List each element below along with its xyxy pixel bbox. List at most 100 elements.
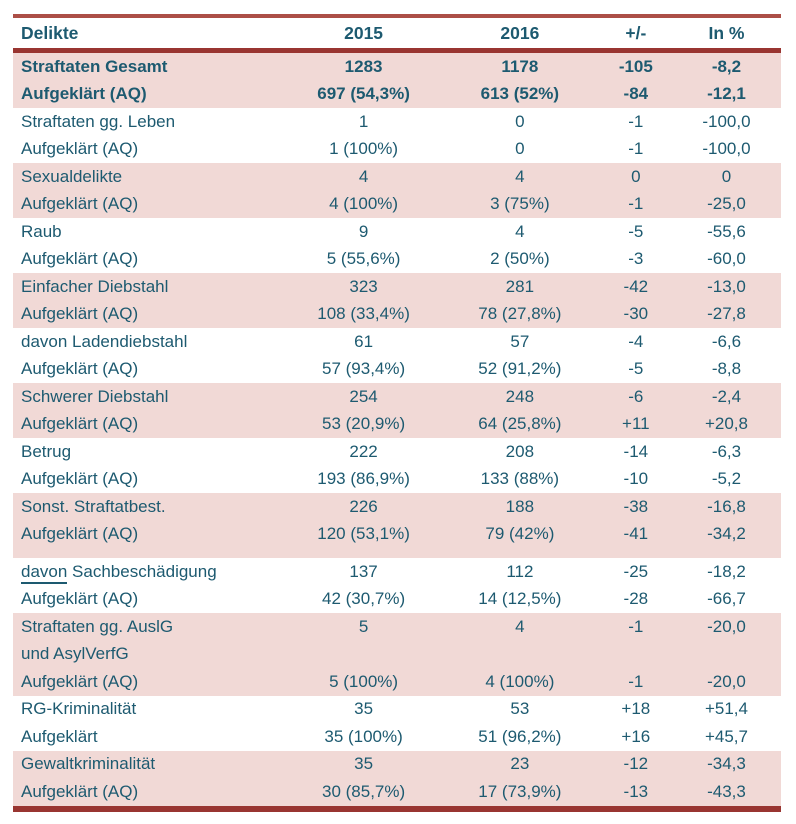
cell-percent: -100,0 <box>702 139 751 159</box>
cell-2016: 64 (25,8%) <box>478 414 562 434</box>
table-row: Schwerer Diebstahl 254 248 -6 -2,4 <box>13 383 781 411</box>
table-row: Aufgeklärt (AQ) 53 (20,9%) 64 (25,8%) +11 +2… <box>13 410 781 438</box>
cell-delikt: Betrug <box>21 441 72 461</box>
cell-percent: -34,2 <box>707 524 746 544</box>
table-row: Gewaltkriminalität 35 23 -12 -34,3 <box>13 750 781 778</box>
cell-percent: -6,3 <box>711 441 742 461</box>
cell-2016: 23 <box>510 754 530 774</box>
table-row: Einfacher Diebstahl 323 281 -42 -13,0 <box>13 273 781 301</box>
cell-2015: 323 <box>349 276 378 296</box>
cell-delikt: Aufgeklärt (AQ) <box>21 524 139 544</box>
cell-diff: -38 <box>623 496 649 516</box>
cell-2015: 53 (20,9%) <box>322 414 406 434</box>
table-row: und AsylVerfG <box>13 640 781 669</box>
cell-delikt: Aufgeklärt (AQ) <box>21 414 139 434</box>
cell-percent: -43,3 <box>707 781 746 801</box>
cell-2016: 1178 <box>501 56 539 76</box>
cell-diff: -84 <box>623 84 649 104</box>
cell-2015: 193 (86,9%) <box>317 469 410 489</box>
cell-delikt: Raub <box>21 221 62 241</box>
cell-diff: -1 <box>628 194 644 214</box>
cell-percent: -34,3 <box>707 754 746 774</box>
cell-2015: 1 (100%) <box>329 139 399 159</box>
cell-2016 <box>440 641 600 669</box>
cell-delikt: Aufgeklärt <box>21 726 98 746</box>
header-diff: +/- <box>599 16 672 53</box>
cell-2016: 0 <box>515 139 525 159</box>
cell-2015: 9 <box>358 221 369 241</box>
cell-2015: 1283 <box>344 56 383 76</box>
cell-diff: -5 <box>628 221 644 241</box>
cell-diff: +11 <box>622 414 650 434</box>
table-row: Aufgeklärt (AQ) 1 (100%) 0 -1 -100,0 <box>13 135 781 163</box>
table-row: davon Sachbeschädigung 137 112 -25 -18,2 <box>13 558 781 586</box>
cell-2016: 4 <box>515 221 525 241</box>
table-row: Sonst. Straftatbest. 226 188 -38 -16,8 <box>13 493 781 521</box>
cell-delikt: Aufgeklärt (AQ) <box>21 469 139 489</box>
cell-2015: 1 <box>358 111 369 131</box>
cell-diff: -1 <box>628 616 644 636</box>
cell-percent: -60,0 <box>707 249 746 269</box>
table-row: Aufgeklärt (AQ) 697 (54,3%) 613 (52%) -84 -1… <box>13 80 781 108</box>
cell-2015: 4 <box>358 166 369 186</box>
cell-2015: 254 <box>349 386 378 406</box>
cell-2016: 3 (75%) <box>490 194 550 214</box>
crime-statistics-table: Delikte 2015 2016 +/- In % Straftaten Ge… <box>13 14 781 812</box>
cell-percent: +51,4 <box>704 699 748 719</box>
cell-2015: 4 (100%) <box>329 194 399 214</box>
cell-delikt: Aufgeklärt (AQ) <box>21 304 139 324</box>
table-body: Straftaten Gesamt 1283 1178 -105 -8,2 Aufgekl… <box>13 50 781 809</box>
cell-percent: -66,7 <box>707 589 746 609</box>
cell-diff: -5 <box>628 359 644 379</box>
table-row: Aufgeklärt (AQ) 4 (100%) 3 (75%) -1 -25,0 <box>13 190 781 218</box>
cell-2016: 133 (88%) <box>480 469 560 489</box>
cell-2016: 0 <box>515 111 525 131</box>
table-row: Raub 9 4 -5 -55,6 <box>13 218 781 246</box>
cell-diff: +16 <box>621 726 651 746</box>
cell-2016: 79 (42%) <box>485 524 555 544</box>
cell-2015: 57 (93,4%) <box>322 359 406 379</box>
table-row: Aufgeklärt (AQ) 120 (53,1%) 79 (42%) -41 -34… <box>13 520 781 558</box>
cell-diff: -42 <box>623 276 649 296</box>
cell-delikt: Sexualdelikte <box>21 166 123 186</box>
table-row: Aufgeklärt (AQ) 108 (33,4%) 78 (27,8%) -30 -… <box>13 300 781 328</box>
cell-2016: 613 (52%) <box>480 84 560 104</box>
cell-diff: -1 <box>628 111 644 131</box>
cell-diff: -10 <box>623 469 649 489</box>
cell-2015 <box>287 641 440 669</box>
cell-diff <box>600 641 672 669</box>
cell-percent: -6,6 <box>711 331 742 351</box>
cell-percent: -13,0 <box>707 276 746 296</box>
cell-2015: 226 <box>349 496 378 516</box>
cell-diff: -25 <box>623 561 649 581</box>
cell-percent: -20,0 <box>707 616 746 636</box>
cell-delikt: Aufgeklärt (AQ) <box>21 84 147 104</box>
cell-2015: 42 (30,7%) <box>322 589 406 609</box>
cell-2015: 35 <box>354 699 374 719</box>
cell-diff: -4 <box>628 331 644 351</box>
header-2016: 2016 <box>440 16 600 53</box>
cell-2015: 137 <box>349 561 378 581</box>
cell-percent: -25,0 <box>707 194 746 214</box>
cell-delikt: Straftaten Gesamt <box>21 56 168 76</box>
cell-2016: 14 (12,5%) <box>478 589 562 609</box>
cell-delikt: Einfacher Diebstahl <box>21 276 169 296</box>
cell-2016: 53 <box>510 699 530 719</box>
cell-diff: -1 <box>628 671 644 691</box>
cell-diff: -14 <box>623 441 649 461</box>
cell-2016: 112 <box>506 561 534 581</box>
cell-2015: 697 (54,3%) <box>317 84 410 104</box>
table-row: Straftaten gg. AuslG 5 4 -1 -20,0 <box>13 613 781 641</box>
cell-percent: -55,6 <box>707 221 746 241</box>
cell-2015: 5 (55,6%) <box>326 249 401 269</box>
cell-diff: -6 <box>628 386 644 406</box>
cell-delikt: Aufgeklärt (AQ) <box>21 781 139 801</box>
cell-percent: -8,8 <box>711 359 742 379</box>
header-2015: 2015 <box>287 16 440 53</box>
table-row: RG-Kriminalität 35 53 +18 +51,4 <box>13 695 781 723</box>
cell-delikt: Straftaten gg. Leben <box>21 111 176 131</box>
header-percent: In % <box>671 16 781 53</box>
cell-2016: 51 (96,2%) <box>478 726 562 746</box>
table-row: Sexualdelikte 4 4 0 0 <box>13 163 781 191</box>
table-header: Delikte 2015 2016 +/- In % <box>13 16 781 53</box>
